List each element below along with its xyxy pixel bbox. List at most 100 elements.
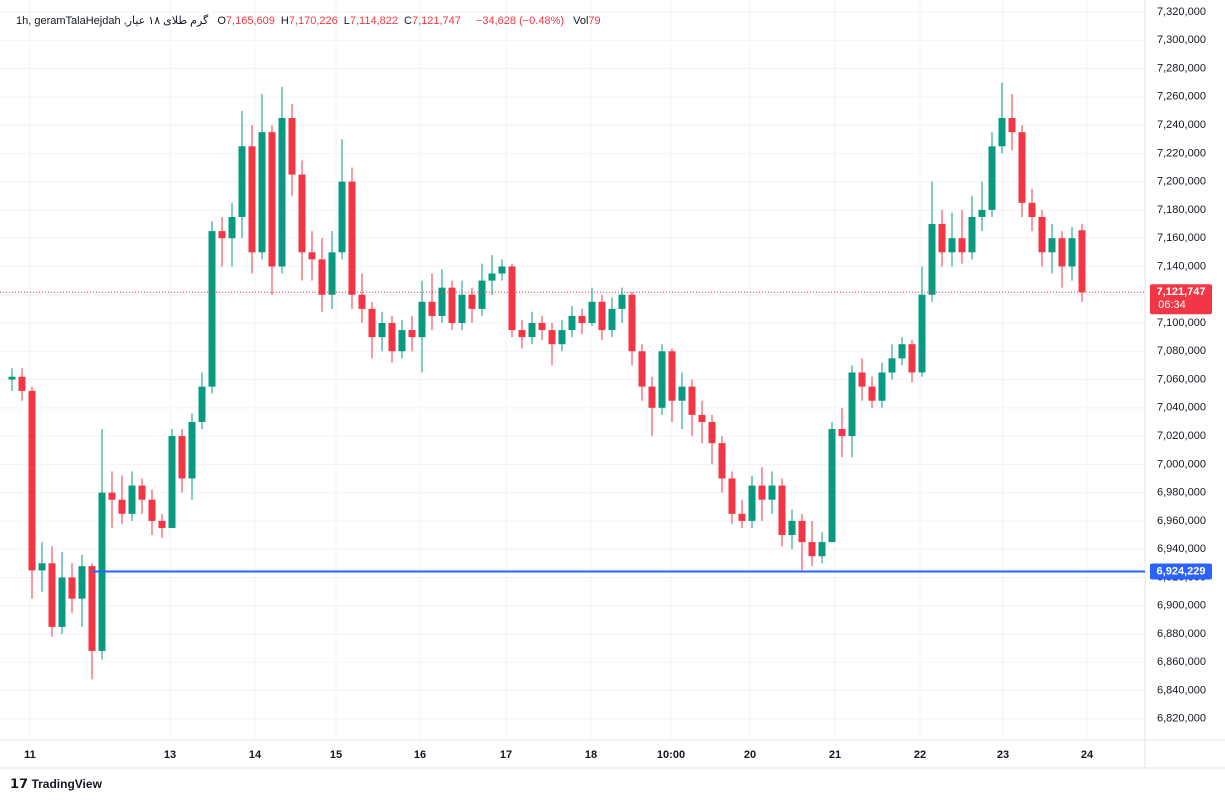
candle-body	[708, 421, 716, 444]
y-tick-label: 7,160,000	[1157, 232, 1206, 244]
candle-body	[8, 376, 16, 380]
candle-body	[488, 273, 496, 281]
candle-body	[48, 563, 56, 627]
x-tick-label: 13	[164, 749, 176, 761]
candle-body	[198, 386, 206, 422]
candle-body	[638, 351, 646, 387]
candle-body	[58, 577, 66, 627]
y-tick-label: 7,060,000	[1157, 373, 1206, 385]
legend-value: 7,165,609	[225, 15, 275, 27]
candle-body	[308, 252, 316, 260]
candle-body	[398, 330, 406, 352]
x-tick-label: 17	[500, 749, 512, 761]
candle-body	[38, 563, 46, 571]
candle-body	[418, 301, 426, 338]
candle-body	[838, 429, 846, 437]
x-tick-label: 16	[414, 749, 426, 761]
candle-body	[818, 542, 826, 557]
candle-body	[718, 443, 726, 479]
candle-body	[218, 231, 226, 239]
candle-body	[958, 238, 966, 253]
candle-body	[758, 485, 766, 500]
candle-body	[448, 287, 456, 323]
y-tick-label: 7,180,000	[1157, 204, 1206, 216]
candle-body	[138, 485, 146, 500]
countdown: 06:34	[1158, 299, 1186, 311]
candle-body	[408, 330, 416, 338]
candle-body	[808, 542, 816, 557]
candle-body	[128, 485, 136, 514]
candle-body	[118, 499, 126, 514]
candle-body	[88, 566, 96, 651]
candle-body	[358, 294, 366, 309]
candle-body	[178, 436, 186, 479]
y-tick-label: 6,900,000	[1157, 600, 1206, 612]
legend-key: H	[280, 15, 289, 27]
volume-value: 79	[588, 15, 601, 27]
candle-body	[948, 238, 956, 253]
candle-body	[1028, 202, 1036, 217]
y-tick-label: 6,860,000	[1157, 656, 1206, 668]
candle-body	[738, 513, 746, 521]
legend-value: 7,170,226	[288, 15, 338, 27]
x-tick-label: 21	[829, 749, 841, 761]
candle-body	[108, 492, 116, 500]
y-tick-label: 7,220,000	[1157, 147, 1206, 159]
candle-body	[158, 520, 166, 528]
y-tick-label: 7,260,000	[1157, 91, 1206, 103]
candle-body	[688, 386, 696, 415]
y-tick-label: 6,940,000	[1157, 543, 1206, 555]
watermark-text: TradingView	[31, 777, 102, 791]
candle-body	[1038, 216, 1046, 253]
candle-body	[28, 390, 36, 571]
candle-body	[78, 566, 86, 599]
candle-body	[468, 294, 476, 309]
candle-body	[888, 358, 896, 373]
candle-body	[788, 520, 796, 536]
change: −34,628 (−0.48%)	[475, 15, 565, 27]
candle-body	[1078, 230, 1086, 293]
symbol-header: گرم طلای ۱۸ عیار, 1h, geramTalaHejdah O7…	[16, 14, 607, 27]
candle-body	[878, 372, 886, 401]
candle-body	[848, 372, 856, 437]
candle-body	[498, 266, 506, 274]
candle-body	[668, 351, 676, 401]
y-tick-label: 7,300,000	[1157, 34, 1206, 46]
candle-body	[748, 485, 756, 521]
candle-body	[968, 216, 976, 253]
legend-value: 7,114,822	[349, 15, 398, 27]
y-tick-label: 7,020,000	[1157, 430, 1206, 442]
candle-body	[338, 181, 346, 253]
symbol-title: گرم طلای ۱۸ عیار, 1h, geramTalaHejdah	[16, 15, 209, 27]
candle-body	[978, 209, 986, 217]
candle-body	[228, 216, 236, 239]
candle-body	[628, 294, 636, 352]
candle-body	[918, 294, 926, 373]
watermark: 𝟭𝟳 TradingView	[10, 776, 102, 791]
candle-body	[208, 231, 216, 387]
candle-body	[518, 330, 526, 338]
candle-body	[248, 146, 256, 253]
price-tag	[1150, 563, 1212, 580]
y-tick-label: 7,100,000	[1157, 317, 1206, 329]
candle-body	[908, 344, 916, 373]
x-tick-label: 24	[1081, 749, 1094, 761]
y-tick-label: 7,040,000	[1157, 402, 1206, 414]
x-tick-label: 14	[249, 749, 262, 761]
candle-body	[798, 520, 806, 543]
y-tick-label: 7,280,000	[1157, 62, 1206, 74]
candle-body	[368, 308, 376, 338]
y-tick-label: 7,000,000	[1157, 458, 1206, 470]
candle-body	[438, 287, 446, 316]
candle-body	[148, 499, 156, 521]
candle-body	[538, 322, 546, 331]
candle-body	[168, 436, 176, 528]
candle-body	[988, 146, 996, 210]
price-tag-label: 6,924,229	[1157, 565, 1206, 577]
candle-body	[298, 174, 306, 253]
candle-body	[478, 280, 486, 309]
candle-body	[258, 132, 266, 253]
y-tick-label: 7,320,000	[1157, 6, 1206, 18]
